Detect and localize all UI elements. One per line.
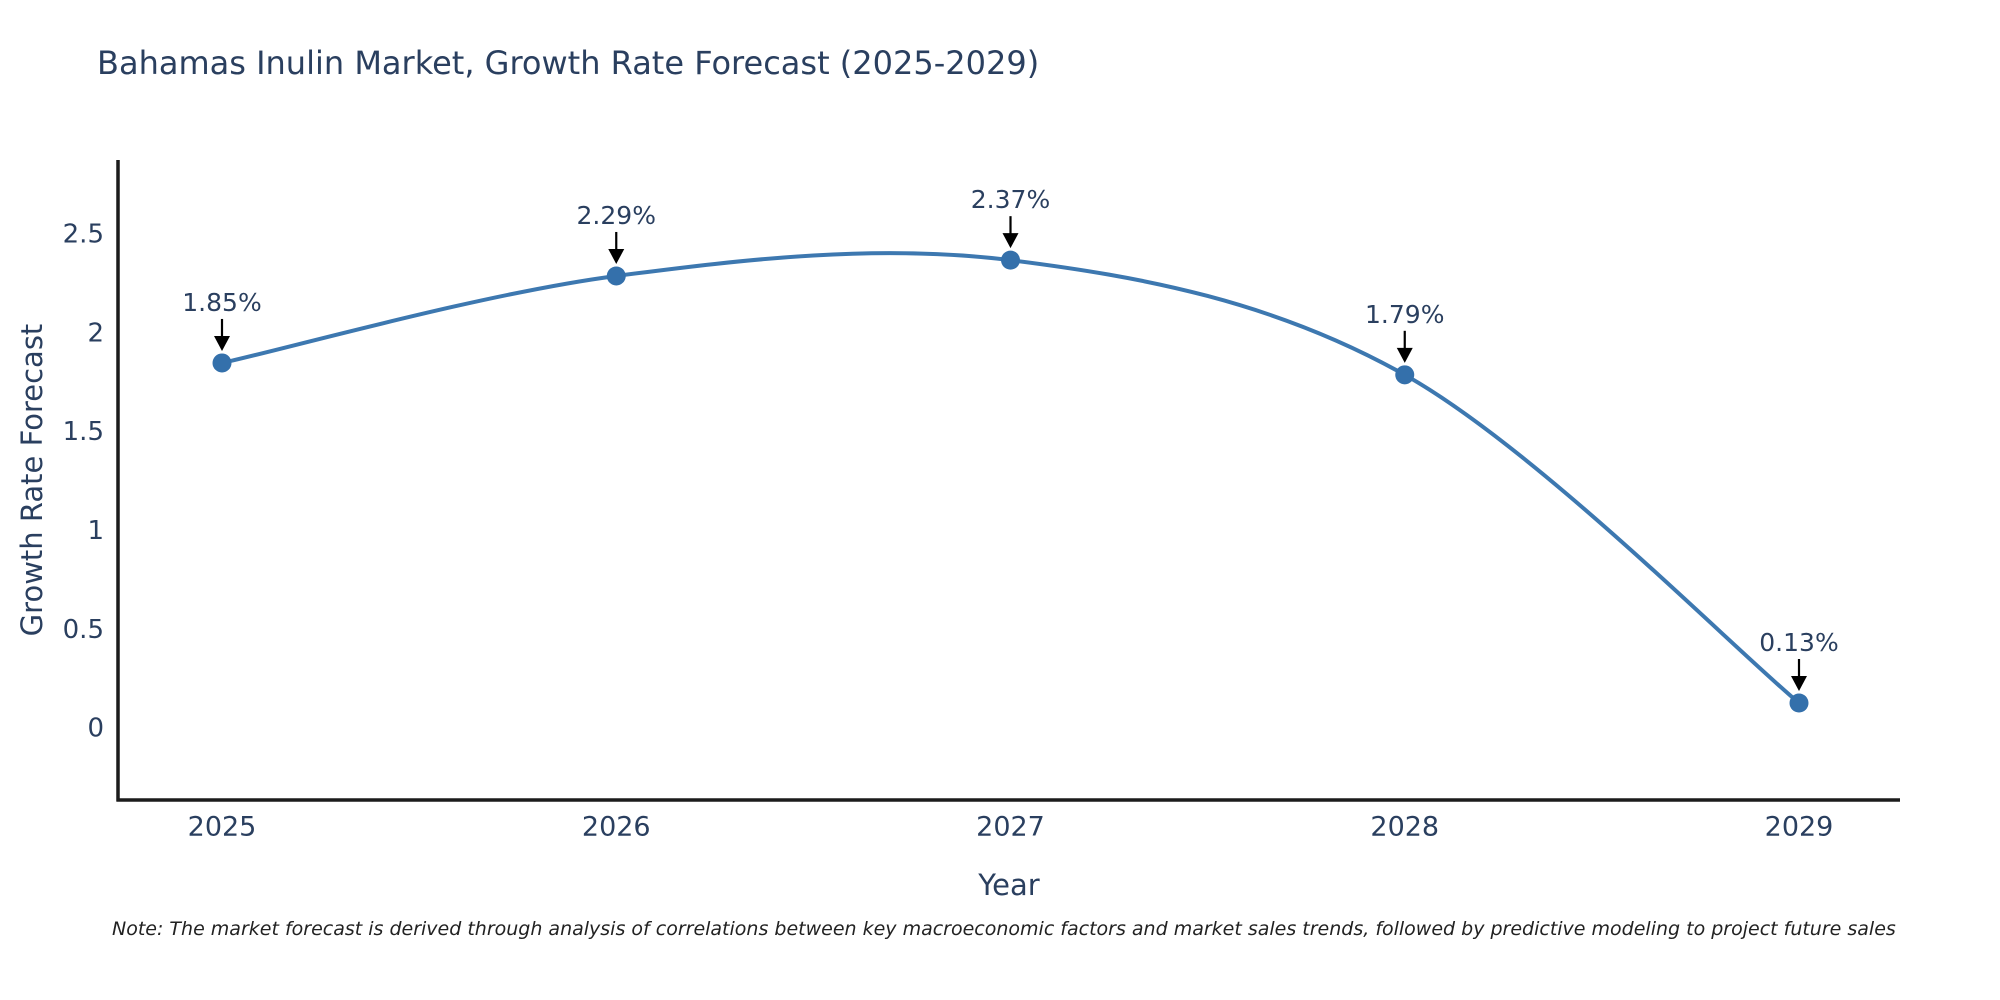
- data-point-marker[interactable]: [1395, 365, 1415, 385]
- annotation-label: 1.85%: [182, 288, 261, 317]
- y-tick-label: 2.5: [63, 219, 104, 249]
- y-tick-label: 0: [87, 714, 104, 744]
- annotation-arrowhead: [1396, 347, 1413, 363]
- data-point-marker[interactable]: [606, 266, 626, 286]
- y-axis-title: Growth Rate Forecast: [15, 324, 49, 637]
- annotation-arrowhead: [1002, 233, 1019, 249]
- annotation-arrowhead: [608, 248, 625, 264]
- x-tick-label: 2026: [582, 812, 651, 843]
- chart-title: Bahamas Inulin Market, Growth Rate Forec…: [97, 44, 1040, 82]
- annotation-arrowhead: [1791, 675, 1807, 691]
- y-tick-label: 0.5: [63, 615, 104, 645]
- x-tick-label: 2028: [1370, 812, 1439, 843]
- x-tick-label: 2027: [976, 812, 1045, 843]
- x-tick-label: 2029: [1765, 812, 1834, 843]
- x-tick-label: 2025: [188, 812, 257, 843]
- data-point-marker[interactable]: [1001, 250, 1020, 270]
- footnote: Note: The market forecast is derived thr…: [112, 918, 1896, 940]
- y-tick-label: 1.5: [63, 417, 104, 447]
- trend-line: [220, 251, 1801, 705]
- annotation-label: 2.29%: [577, 201, 656, 230]
- y-tick-label: 1: [87, 516, 104, 546]
- annotation-arrowhead: [214, 335, 230, 351]
- annotation-label: 0.13%: [1759, 628, 1838, 657]
- data-point-marker[interactable]: [1789, 693, 1809, 713]
- data-point-marker[interactable]: [212, 353, 232, 373]
- y-tick-label: 2: [87, 318, 104, 348]
- x-axis-title: Year: [977, 868, 1039, 902]
- annotation-label: 2.37%: [971, 185, 1050, 214]
- annotation-label: 1.79%: [1365, 300, 1444, 329]
